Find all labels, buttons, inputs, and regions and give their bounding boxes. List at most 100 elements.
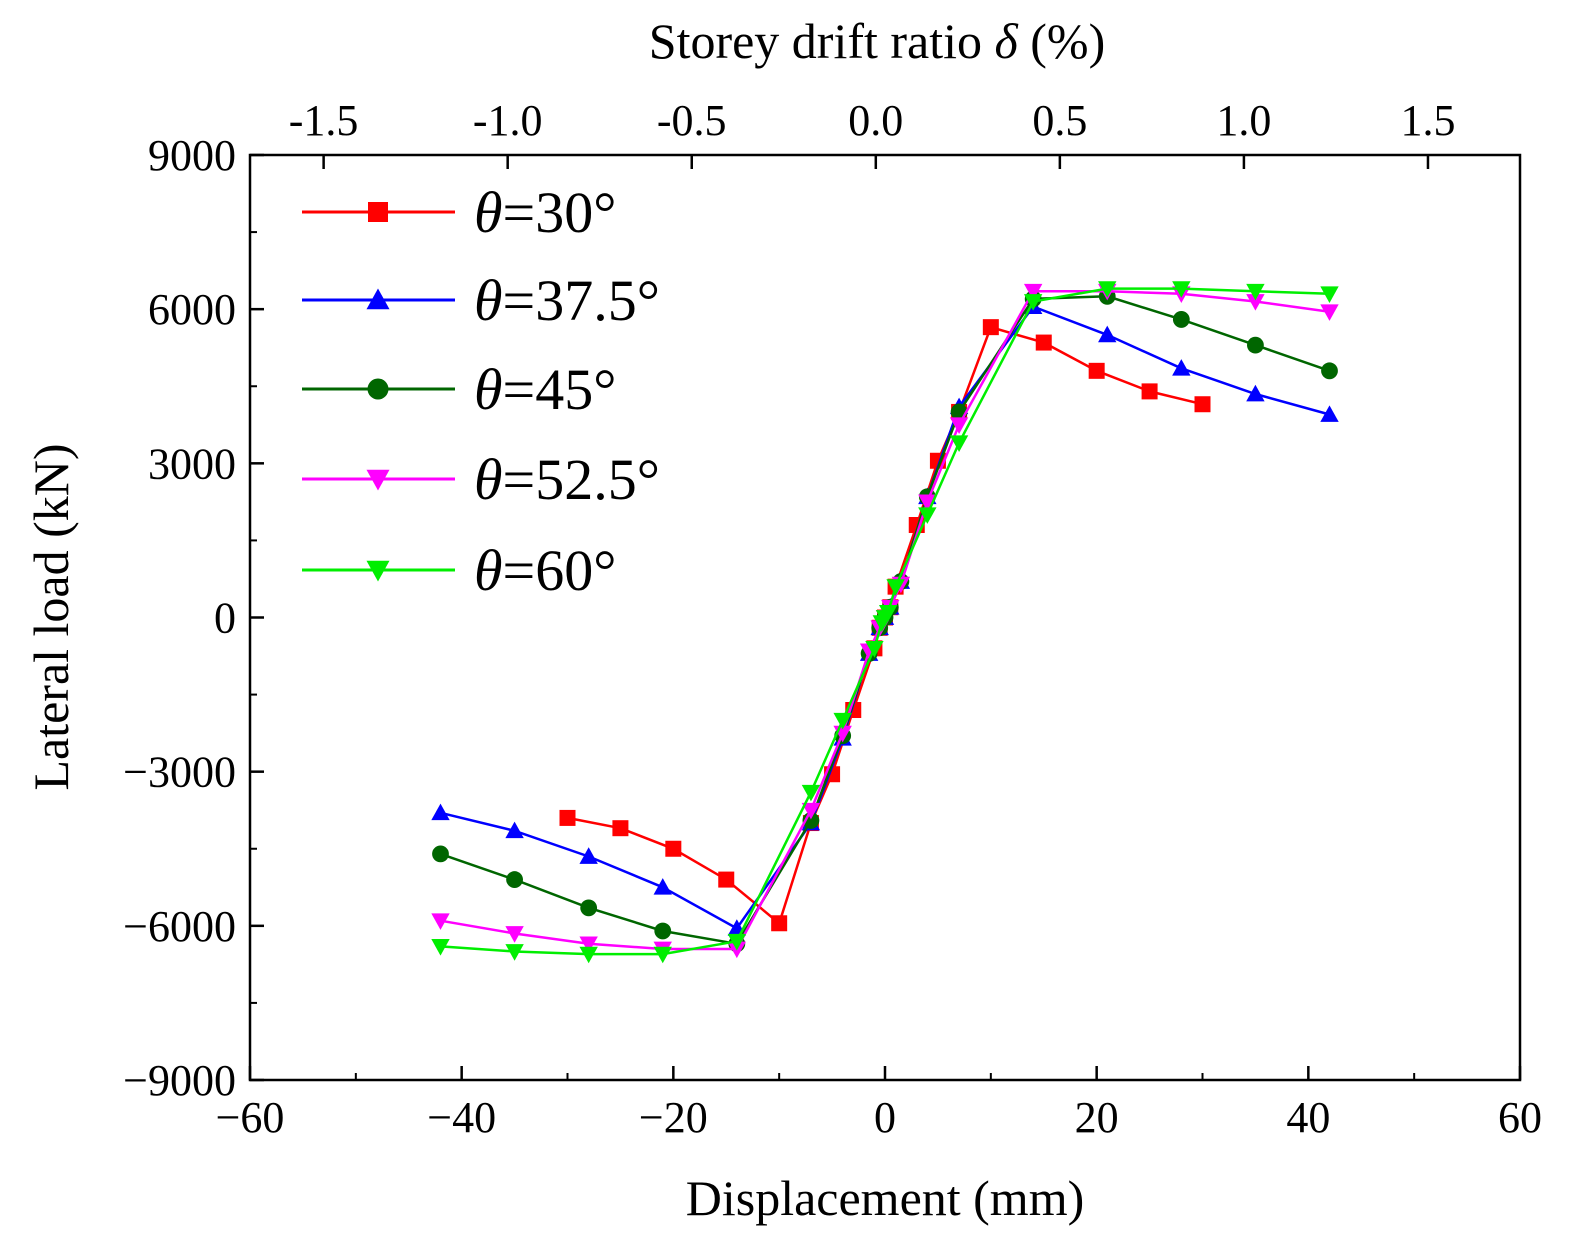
data-point — [559, 809, 576, 826]
data-point — [1172, 359, 1191, 376]
data-point — [771, 915, 788, 932]
x2-tick-label: -0.5 — [657, 96, 727, 145]
data-point — [505, 821, 524, 839]
data-point — [612, 820, 629, 837]
legend-marker — [366, 560, 390, 582]
legend-symbol: θ — [474, 180, 503, 245]
data-point — [431, 939, 450, 956]
y-tick-label: 3000 — [148, 439, 236, 488]
x2-axis-title: Storey drift ratio δ (%) — [649, 13, 1105, 69]
legend-item-3: θ=52.5° — [302, 447, 660, 512]
y-tick-label: 0 — [214, 594, 236, 643]
data-point — [580, 899, 598, 917]
x2-tick-label: 1.5 — [1400, 96, 1455, 145]
data-point — [949, 417, 969, 434]
x-tick-label: −60 — [216, 1093, 285, 1142]
y-tick-label: 6000 — [148, 285, 236, 334]
series-layer — [431, 281, 1339, 964]
data-point — [505, 926, 524, 943]
data-point — [1247, 336, 1264, 354]
x2-tick-label: 1.0 — [1216, 96, 1271, 145]
legend-symbol: θ — [474, 357, 503, 422]
data-point — [579, 936, 598, 954]
legend-symbol: θ — [474, 268, 503, 333]
ticks-layer: −60 −40 −20 0 20 40 60 −9000 −6000 −3000 0 3000 6000… — [123, 96, 1542, 1142]
data-point — [1098, 325, 1117, 343]
x-tick-label: 40 — [1286, 1093, 1330, 1142]
data-point — [1246, 294, 1265, 311]
x2-tick-label: -1.5 — [289, 96, 359, 145]
legend-label: θ=60° — [474, 538, 616, 603]
data-point — [1023, 294, 1043, 311]
data-point — [718, 871, 735, 888]
x-tick-label: 0 — [874, 1093, 896, 1142]
y-tick-label: 9000 — [148, 131, 236, 180]
x2-tick-label: 0.5 — [1032, 96, 1087, 145]
legend-label: θ=45° — [474, 357, 616, 422]
data-point — [982, 319, 999, 336]
data-point — [1172, 281, 1191, 298]
x-tick-label: 20 — [1075, 1093, 1119, 1142]
x2-axis-title-prefix: Storey drift ratio — [649, 13, 995, 69]
data-point — [1023, 283, 1043, 301]
legend-value: =52.5° — [503, 447, 660, 512]
data-point — [1321, 362, 1338, 380]
data-point — [1320, 405, 1339, 422]
data-point — [1088, 362, 1105, 379]
data-point — [1246, 384, 1265, 402]
data-point — [431, 913, 450, 930]
x-axis-title: Displacement (mm) — [686, 1170, 1085, 1226]
series-4 — [431, 281, 1339, 964]
legend-item-1: θ=37.5° — [302, 268, 660, 333]
x-tick-label: −40 — [427, 1093, 496, 1142]
legend: θ=30°θ=37.5°θ=45°θ=52.5°θ=60° — [302, 180, 660, 603]
data-point — [833, 712, 852, 730]
data-point — [1098, 281, 1117, 298]
x2-tick-label: 0.0 — [848, 96, 903, 145]
data-point — [727, 933, 747, 951]
x2-tick-label: -1.0 — [473, 96, 543, 145]
data-point — [654, 922, 672, 940]
legend-item-4: θ=60° — [302, 538, 616, 603]
legend-value: =30° — [503, 180, 617, 245]
data-point — [1320, 304, 1339, 321]
y-tick-label: −6000 — [123, 902, 236, 951]
data-point — [1320, 286, 1339, 303]
data-point — [1172, 311, 1190, 328]
data-point — [1035, 334, 1052, 351]
legend-marker — [366, 469, 390, 491]
data-point — [886, 579, 905, 596]
data-point — [665, 840, 682, 857]
data-point — [918, 507, 937, 524]
data-point — [878, 605, 898, 622]
x-tick-label: 60 — [1498, 1093, 1542, 1142]
data-point — [1141, 383, 1158, 400]
y-tick-label: −3000 — [123, 748, 236, 797]
data-point — [653, 878, 672, 895]
data-point — [949, 435, 969, 452]
data-point — [865, 640, 884, 658]
legend-value: =37.5° — [503, 268, 660, 333]
x2-axis-title-suffix: (%) — [1018, 13, 1105, 69]
legend-label: θ=37.5° — [474, 268, 660, 333]
legend-symbol: θ — [474, 447, 503, 512]
legend-marker — [366, 288, 390, 310]
legend-item-0: θ=30° — [302, 180, 616, 245]
legend-item-2: θ=45° — [302, 357, 616, 422]
legend-value: =45° — [503, 357, 617, 422]
y-axis-title: Lateral load (kN) — [23, 443, 79, 790]
data-point — [1246, 283, 1265, 301]
x-tick-label: −20 — [639, 1093, 708, 1142]
data-point — [653, 946, 672, 964]
data-point — [505, 944, 524, 961]
data-point — [918, 494, 937, 512]
data-point — [579, 847, 598, 864]
legend-marker — [367, 378, 389, 400]
legend-marker — [368, 202, 388, 222]
data-point — [801, 784, 821, 802]
data-point — [1194, 396, 1211, 413]
data-point — [431, 803, 450, 821]
legend-label: θ=30° — [474, 180, 616, 245]
data-point — [506, 871, 523, 888]
legend-symbol: θ — [474, 538, 503, 603]
